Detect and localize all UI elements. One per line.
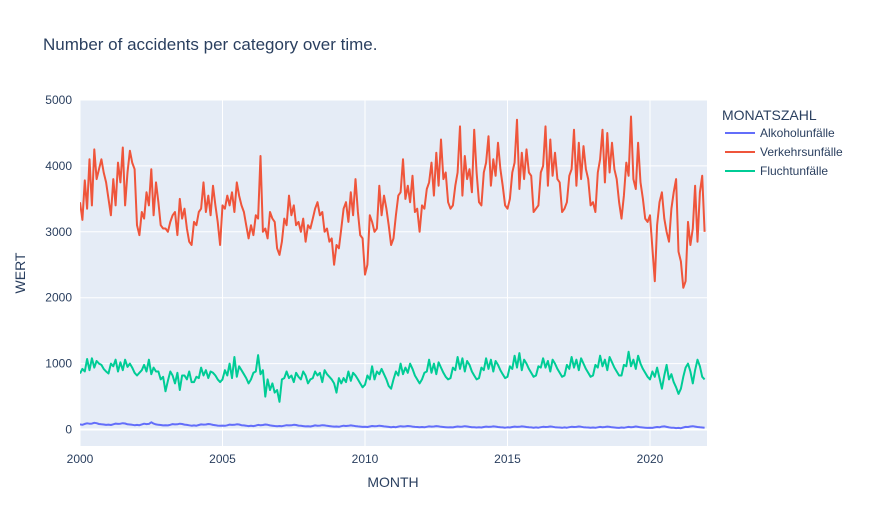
y-tick-label: 2000 [45,291,72,305]
chart-title: Number of accidents per category over ti… [43,35,377,54]
series-line-verkehrsunf-lle [80,115,706,289]
legend-items: Alkoholunfälle Verkehrsunfälle Fluchtunfäl… [725,126,843,178]
series-lines [80,115,706,430]
x-tick-label: 2020 [637,452,664,466]
plot-background [80,100,707,446]
y-axis-title: WERT [12,252,28,293]
y-tick-label: 3000 [45,225,72,239]
y-tick-label: 0 [65,423,72,437]
legend-label: Verkehrsunfälle [760,145,843,159]
x-axis-title: MONTH [367,474,418,490]
legend-label: Fluchtunfälle [760,164,828,178]
gridlines [79,99,707,446]
y-tick-labels: 0 1000 2000 3000 4000 5000 [45,93,72,437]
x-tick-label: 2015 [494,452,521,466]
y-tick-label: 5000 [45,93,72,107]
x-tick-label: 2000 [67,452,94,466]
series-line-alkoholunf-lle [80,421,705,430]
y-tick-label: 4000 [45,159,72,173]
x-tick-label: 2005 [209,452,236,466]
series-line-fluchtunf-lle [80,350,706,403]
legend-title: MONATSZAHL [722,107,817,123]
x-tick-labels: 2000 2005 2010 2015 2020 [67,452,664,466]
y-tick-label: 1000 [45,357,72,371]
legend: MONATSZAHL Alkoholunfälle Verkehrsunfälle… [722,107,843,178]
x-tick-label: 2010 [352,452,379,466]
legend-label: Alkoholunfälle [760,126,835,140]
